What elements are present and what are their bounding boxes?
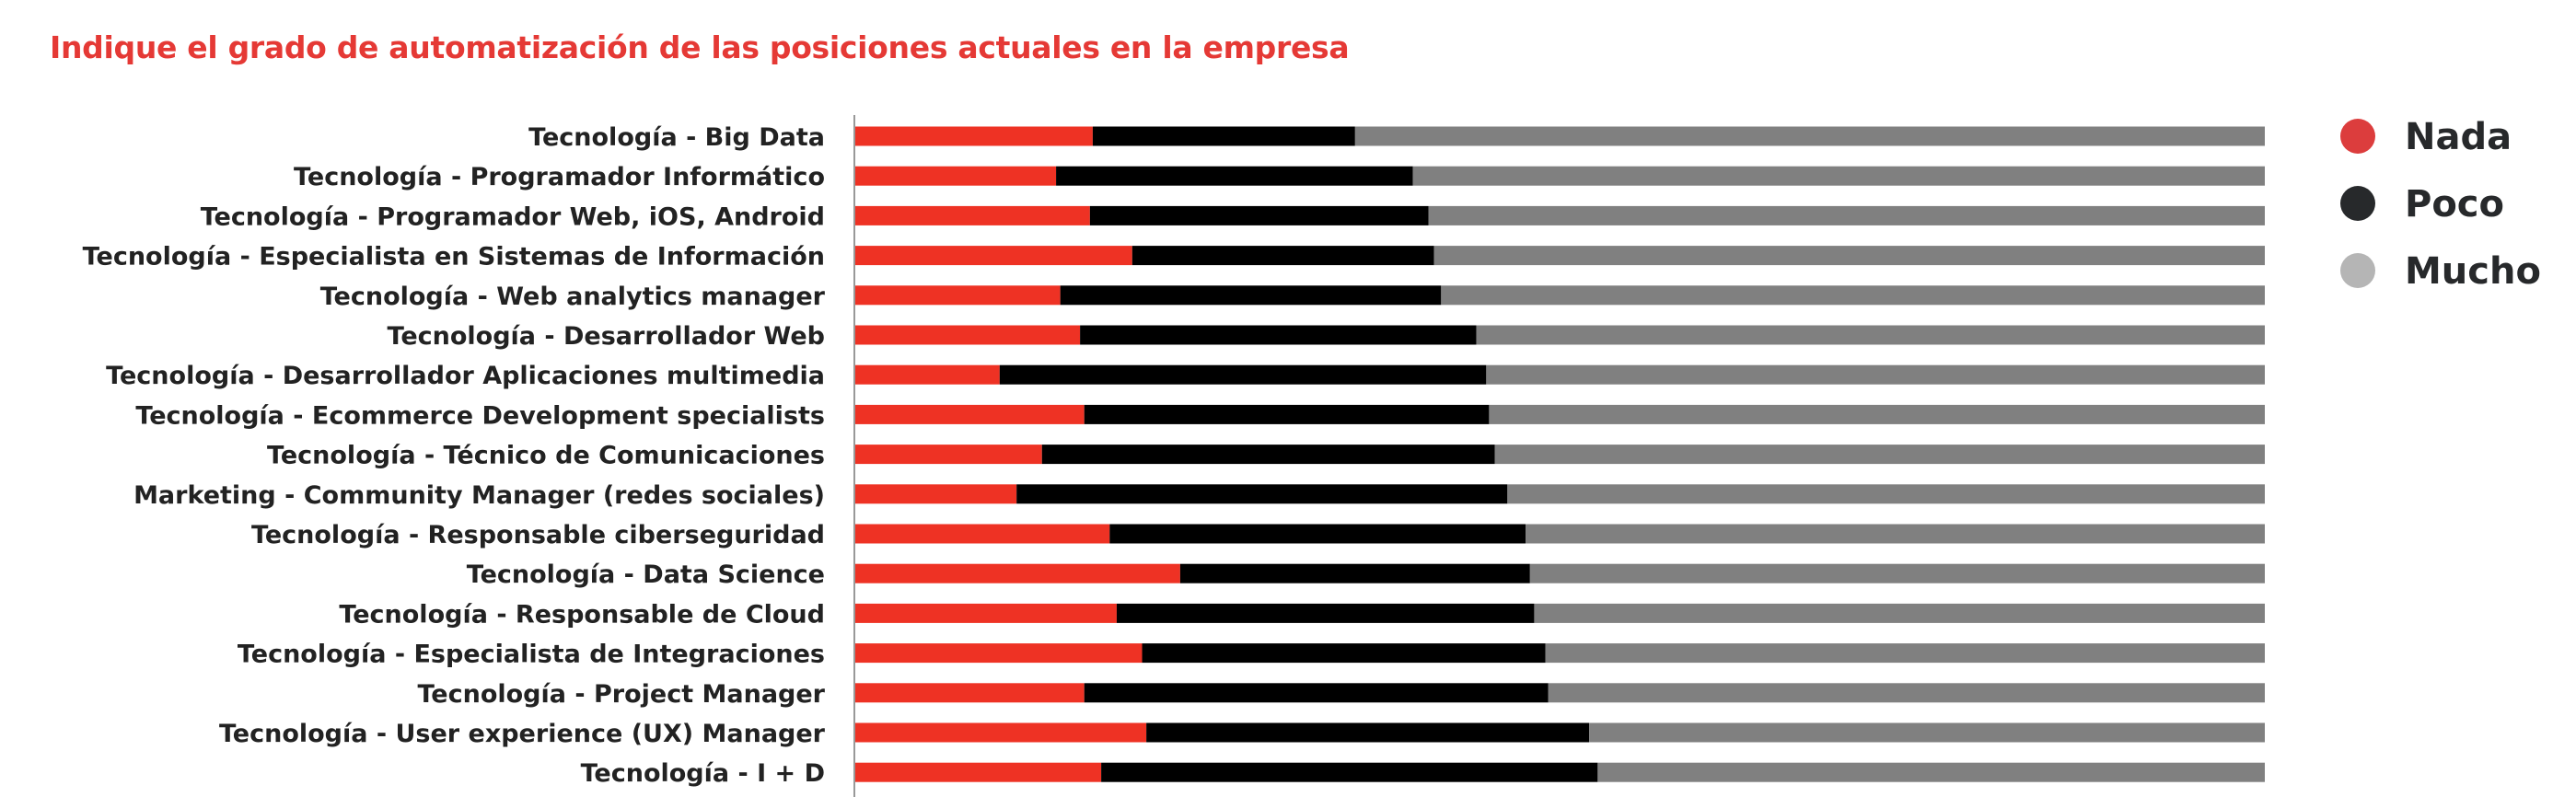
bar-segment-mucho [1507, 484, 2265, 504]
category-label: Tecnología - Programador Informático [294, 163, 825, 191]
legend-marker-poco [2340, 186, 2375, 221]
bar-segment-mucho [1433, 246, 2265, 266]
bar-segment-poco [1092, 126, 1355, 146]
bar-segment-poco [999, 364, 1487, 385]
legend-label-poco: Poco [2405, 183, 2504, 225]
bar-segment-poco [1080, 325, 1477, 345]
category-label: Tecnología - Programador Web, iOS, Andro… [201, 202, 825, 231]
category-label: Tecnología - Especialista de Integracion… [238, 641, 825, 669]
bar-segment-nada [854, 484, 1017, 504]
bar-segment-mucho [1529, 563, 2265, 583]
bar-segment-nada [854, 445, 1042, 465]
bar-segment-nada [854, 166, 1057, 186]
legend-label-mucho: Mucho [2405, 250, 2541, 293]
bar-segment-nada [854, 404, 1085, 424]
chart-title: Indique el grado de automatización de la… [50, 29, 1350, 65]
legend-label-nada: Nada [2405, 116, 2512, 158]
bar-segment-mucho [1494, 445, 2265, 465]
category-label: Tecnología - Project Manager [417, 680, 825, 709]
category-label: Tecnología - Responsable de Cloud [339, 600, 825, 629]
bar-segment-poco [1179, 563, 1530, 583]
category-label: Tecnología - User experience (UX) Manage… [219, 720, 826, 748]
category-label: Tecnología - I + D [581, 759, 825, 788]
bar-segment-nada [854, 563, 1180, 583]
bar-segment-nada [854, 524, 1110, 544]
bar-segment-mucho [1476, 325, 2265, 345]
category-label: Tecnología - Especialista en Sistemas de… [83, 243, 825, 271]
bar-segment-mucho [1589, 722, 2265, 743]
category-label: Tecnología - Data Science [467, 560, 825, 589]
legend-marker-mucho [2340, 253, 2375, 288]
bar-segment-nada [854, 722, 1147, 743]
category-label: Tecnología - Desarrollador Web [387, 322, 825, 351]
bar-segment-nada [854, 246, 1132, 266]
bar-segment-poco [1041, 445, 1495, 465]
bar-segment-poco [1142, 643, 1546, 664]
bar-segment-nada [854, 643, 1143, 664]
bar-segment-mucho [1412, 166, 2265, 186]
bar-segment-poco [1089, 205, 1429, 225]
bar-segment-mucho [1534, 603, 2265, 623]
category-label: Tecnología - Ecommerce Development speci… [135, 401, 825, 430]
bar-segment-nada [854, 364, 1000, 385]
bar-segment-mucho [1526, 524, 2265, 544]
bar-segment-mucho [1428, 205, 2265, 225]
category-label: Tecnología - Responsable ciberseguridad [251, 521, 825, 549]
bar-segment-poco [1109, 524, 1526, 544]
bar-segment-poco [1101, 762, 1598, 782]
bar-segment-poco [1084, 404, 1490, 424]
bar-segment-nada [854, 126, 1093, 146]
category-label: Tecnología - Desarrollador Aplicaciones … [106, 362, 825, 390]
bar-segment-mucho [1354, 126, 2265, 146]
bar-segment-mucho [1597, 762, 2265, 782]
bar-segment-poco [1131, 246, 1434, 266]
bar-segment-poco [1146, 722, 1590, 743]
bar-segment-nada [854, 325, 1081, 345]
legend-marker-nada [2340, 119, 2375, 154]
bar-segment-nada [854, 285, 1061, 306]
bar-segment-nada [854, 205, 1090, 225]
bar-segment-nada [854, 683, 1085, 703]
bar-segment-poco [1084, 683, 1549, 703]
bar-segment-mucho [1545, 643, 2265, 664]
bar-segment-mucho [1486, 364, 2265, 385]
bar-segment-poco [1056, 166, 1413, 186]
bar-segment-poco [1116, 603, 1535, 623]
bar-segment-nada [854, 603, 1117, 623]
category-label: Marketing - Community Manager (redes soc… [133, 481, 825, 510]
category-label: Tecnología - Web analytics manager [320, 283, 826, 311]
bar-segment-mucho [1441, 285, 2265, 306]
bar-segment-poco [1060, 285, 1442, 306]
bar-segment-mucho [1548, 683, 2265, 703]
bar-segment-nada [854, 762, 1102, 782]
bar-segment-poco [1016, 484, 1508, 504]
category-label: Tecnología - Big Data [528, 123, 825, 152]
bar-segment-mucho [1489, 404, 2265, 424]
category-label: Tecnología - Técnico de Comunicaciones [267, 442, 825, 470]
